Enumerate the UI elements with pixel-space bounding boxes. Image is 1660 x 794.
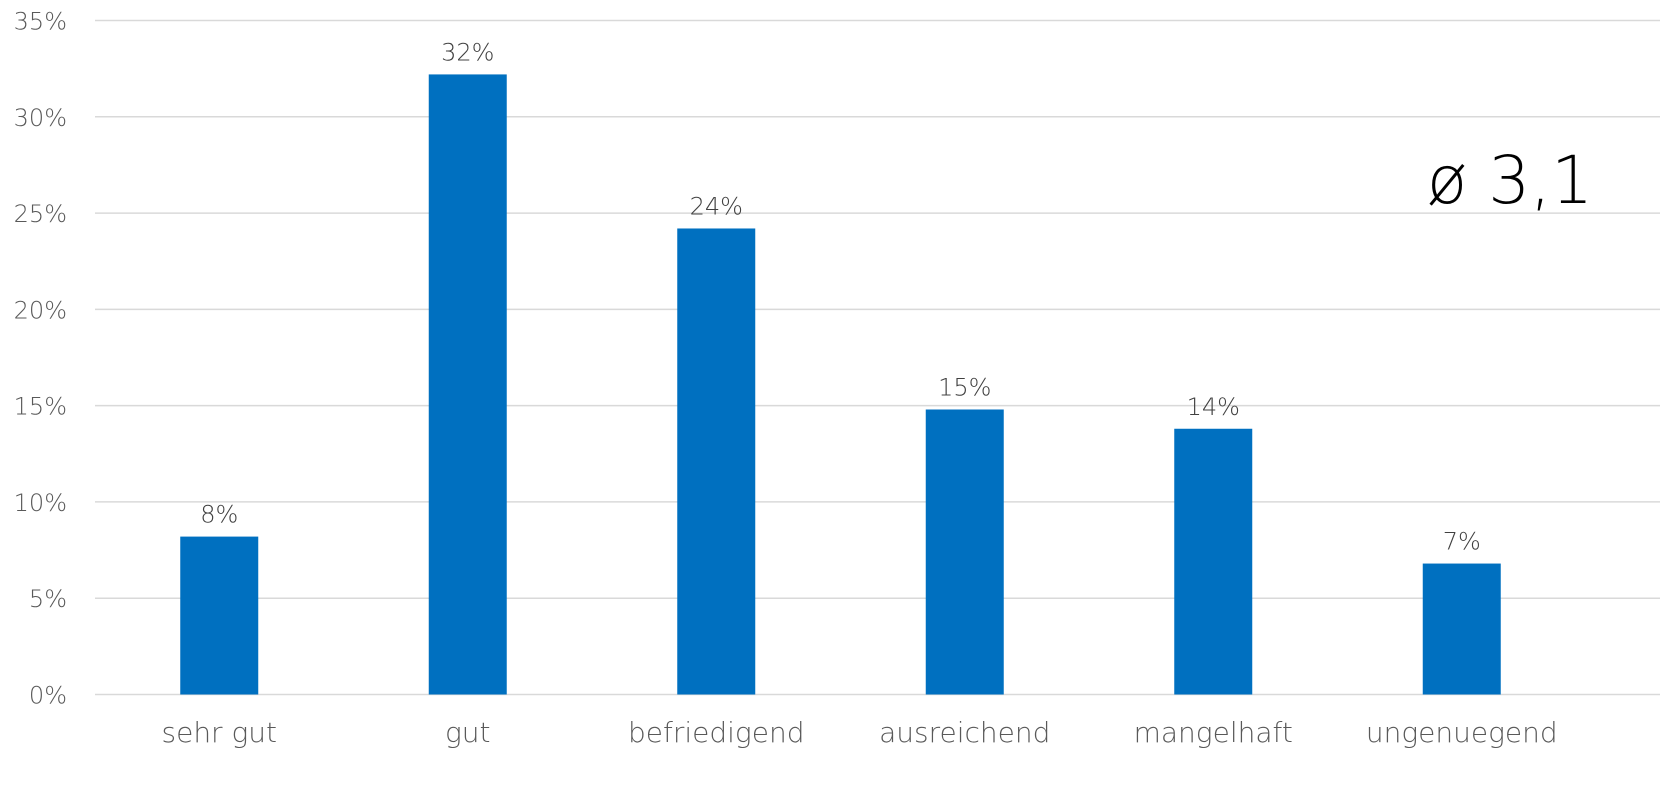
y-tick-label: 10%	[14, 489, 67, 517]
gridlines	[95, 19, 1660, 696]
data-label: 15%	[938, 373, 991, 401]
bar-mangelhaft	[1174, 428, 1253, 695]
data-label: 14%	[1187, 393, 1240, 421]
bars	[180, 74, 1501, 695]
y-tick-label: 20%	[14, 296, 67, 324]
y-tick-label: 15%	[14, 393, 67, 421]
y-tick-label: 35%	[14, 8, 67, 36]
data-label: 7%	[1443, 528, 1481, 556]
category-label: ungenuegend	[1366, 716, 1558, 749]
category-label: mangelhaft	[1134, 716, 1293, 749]
data-labels: 8% 32% 24% 15% 14% 7%	[200, 38, 1481, 555]
bar-ausreichend	[925, 409, 1004, 695]
y-tick-label: 30%	[14, 104, 67, 132]
data-label: 32%	[441, 38, 494, 66]
bar-gut	[428, 74, 507, 695]
category-label: ausreichend	[879, 716, 1050, 749]
y-tick-label: 0%	[29, 682, 67, 710]
category-label: gut	[445, 716, 491, 749]
x-axis-category-labels: sehr gut gut befriedigend ausreichend mangel…	[162, 716, 1558, 749]
data-label: 24%	[690, 192, 743, 220]
category-label: sehr gut	[162, 716, 278, 749]
average-annotation: ø 3,1	[1427, 142, 1593, 219]
y-axis-tick-labels: 0% 5% 10% 15% 20% 25% 30% 35%	[14, 8, 67, 710]
y-tick-label: 5%	[29, 585, 67, 613]
data-label: 8%	[200, 501, 238, 529]
category-label: befriedigend	[628, 716, 804, 749]
bar-sehr-gut	[180, 536, 259, 695]
bar-ungenuegend	[1422, 563, 1501, 695]
bar-befriedigend	[677, 228, 756, 695]
y-tick-label: 25%	[14, 200, 67, 228]
